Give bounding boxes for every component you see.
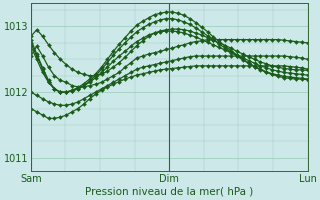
X-axis label: Pression niveau de la mer( hPa ): Pression niveau de la mer( hPa ) (85, 187, 253, 197)
